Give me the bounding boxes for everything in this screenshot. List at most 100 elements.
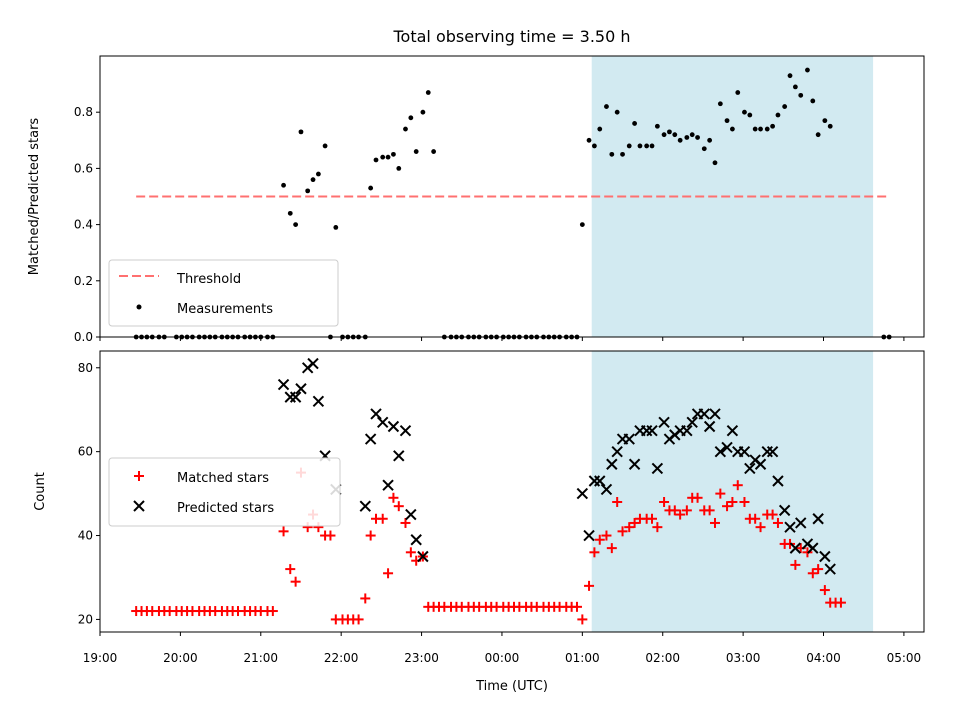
x-tick-label: 04:00 xyxy=(806,651,841,665)
predicted-star-point xyxy=(611,445,623,458)
predicted-star-point xyxy=(778,504,791,517)
predicted-star-point xyxy=(387,420,400,433)
matched-star-point xyxy=(584,580,595,591)
measurement-point xyxy=(775,112,781,118)
measurement-point xyxy=(391,151,396,157)
matched-star-point xyxy=(290,576,301,587)
chart-title: Total observing time = 3.50 h xyxy=(392,27,630,46)
measurement-point xyxy=(684,135,690,140)
x-tick-label: 03:00 xyxy=(726,651,761,665)
measurement-point xyxy=(792,84,798,90)
predicted-star-point xyxy=(295,383,307,395)
predicted-star-point xyxy=(405,508,417,521)
predicted-star-point xyxy=(738,445,751,458)
legend-predicted-label: Predicted stars xyxy=(177,501,274,516)
matched-star-point xyxy=(819,585,830,596)
matched-star-points xyxy=(131,467,846,625)
matched-star-point xyxy=(360,593,371,604)
observing-window-shade-bottom xyxy=(591,351,874,632)
matched-star-point xyxy=(594,534,605,545)
predicted-star-point xyxy=(721,441,733,454)
measurement-point xyxy=(579,222,585,228)
top-y-ticks: 0.0 0.2 0.4 0.6 0.8 xyxy=(74,105,100,344)
predicted-star-point xyxy=(307,357,319,370)
measurement-point xyxy=(770,123,775,129)
matched-star-point xyxy=(393,501,404,512)
matched-star-point xyxy=(629,517,640,528)
matched-star-point xyxy=(400,517,411,528)
predicted-star-point xyxy=(681,424,693,437)
matched-star-point xyxy=(267,606,278,617)
measurement-point xyxy=(787,73,793,79)
measurement-point xyxy=(293,222,299,228)
legend-predicted-swatch xyxy=(133,500,145,512)
matched-star-point xyxy=(278,526,289,537)
top-y-tick-label: 0.8 xyxy=(74,105,93,119)
bottom-y-axis-label: Count xyxy=(33,472,48,511)
measurement-point xyxy=(764,126,770,132)
measurement-point xyxy=(287,210,293,216)
measurement-point xyxy=(385,154,391,160)
matched-star-point xyxy=(577,614,588,625)
predicted-star-point xyxy=(812,513,824,525)
x-tick-label: 00:00 xyxy=(485,651,520,665)
measurement-point xyxy=(315,171,321,177)
bottom-axes-frame xyxy=(99,350,925,633)
predicted-star-point xyxy=(819,550,831,563)
measurement-point xyxy=(730,126,735,132)
predicted-star-point xyxy=(824,563,836,575)
measurement-point xyxy=(667,129,672,135)
measurement-point xyxy=(298,129,304,135)
measurement-point xyxy=(747,112,753,118)
measurement-point xyxy=(305,188,311,194)
x-tick-label: 22:00 xyxy=(324,651,359,665)
matched-star-point xyxy=(647,513,658,524)
measurement-point xyxy=(701,146,707,152)
matched-star-point xyxy=(669,505,680,516)
top-y-tick-label: 0.4 xyxy=(74,218,93,232)
x-tick-label: 05:00 xyxy=(887,651,922,665)
measurement-point xyxy=(827,123,833,129)
matched-star-point xyxy=(383,568,394,579)
measurement-point xyxy=(408,115,414,121)
matched-star-point xyxy=(755,522,766,533)
matched-star-point xyxy=(732,480,743,491)
measurement-point xyxy=(654,123,660,129)
measurement-point xyxy=(322,143,328,149)
legend-threshold-label: Threshold xyxy=(176,272,241,287)
measurement-point xyxy=(712,160,718,166)
predicted-star-point xyxy=(399,424,412,437)
matched-star-point xyxy=(601,530,612,541)
legend-measurements-label: Measurements xyxy=(177,302,273,317)
top-y-tick-label: 0.6 xyxy=(74,161,93,175)
predicted-star-point xyxy=(754,458,767,470)
measurement-point xyxy=(695,135,700,140)
predicted-star-point xyxy=(289,391,302,403)
measurement-point xyxy=(403,126,408,132)
predicted-star-point xyxy=(789,542,802,554)
predicted-star-point xyxy=(784,521,796,533)
matched-star-point xyxy=(405,547,416,558)
measurement-point xyxy=(717,101,723,107)
top-y-tick-label: 0.2 xyxy=(74,274,93,288)
measurement-point xyxy=(810,98,816,104)
measurement-point xyxy=(413,149,419,154)
predicted-star-point xyxy=(364,433,377,445)
measurement-point xyxy=(798,92,804,98)
measurement-point xyxy=(742,109,747,115)
predicted-star-point xyxy=(370,408,382,420)
top-axes-frame xyxy=(99,55,925,338)
x-tick-label: 21:00 xyxy=(243,651,278,665)
measurement-point xyxy=(373,157,379,163)
measurement-point xyxy=(396,166,402,171)
matched-star-point xyxy=(624,522,635,533)
matched-star-point xyxy=(617,526,628,537)
matched-star-point xyxy=(659,496,670,507)
predicted-star-point xyxy=(709,408,721,420)
measurement-point xyxy=(724,118,730,124)
legend-matched-swatch xyxy=(134,471,144,481)
x-tick-label: 23:00 xyxy=(404,651,439,665)
matched-star-point xyxy=(606,543,617,554)
predicted-star-point xyxy=(628,458,641,470)
measurement-point xyxy=(822,118,828,124)
